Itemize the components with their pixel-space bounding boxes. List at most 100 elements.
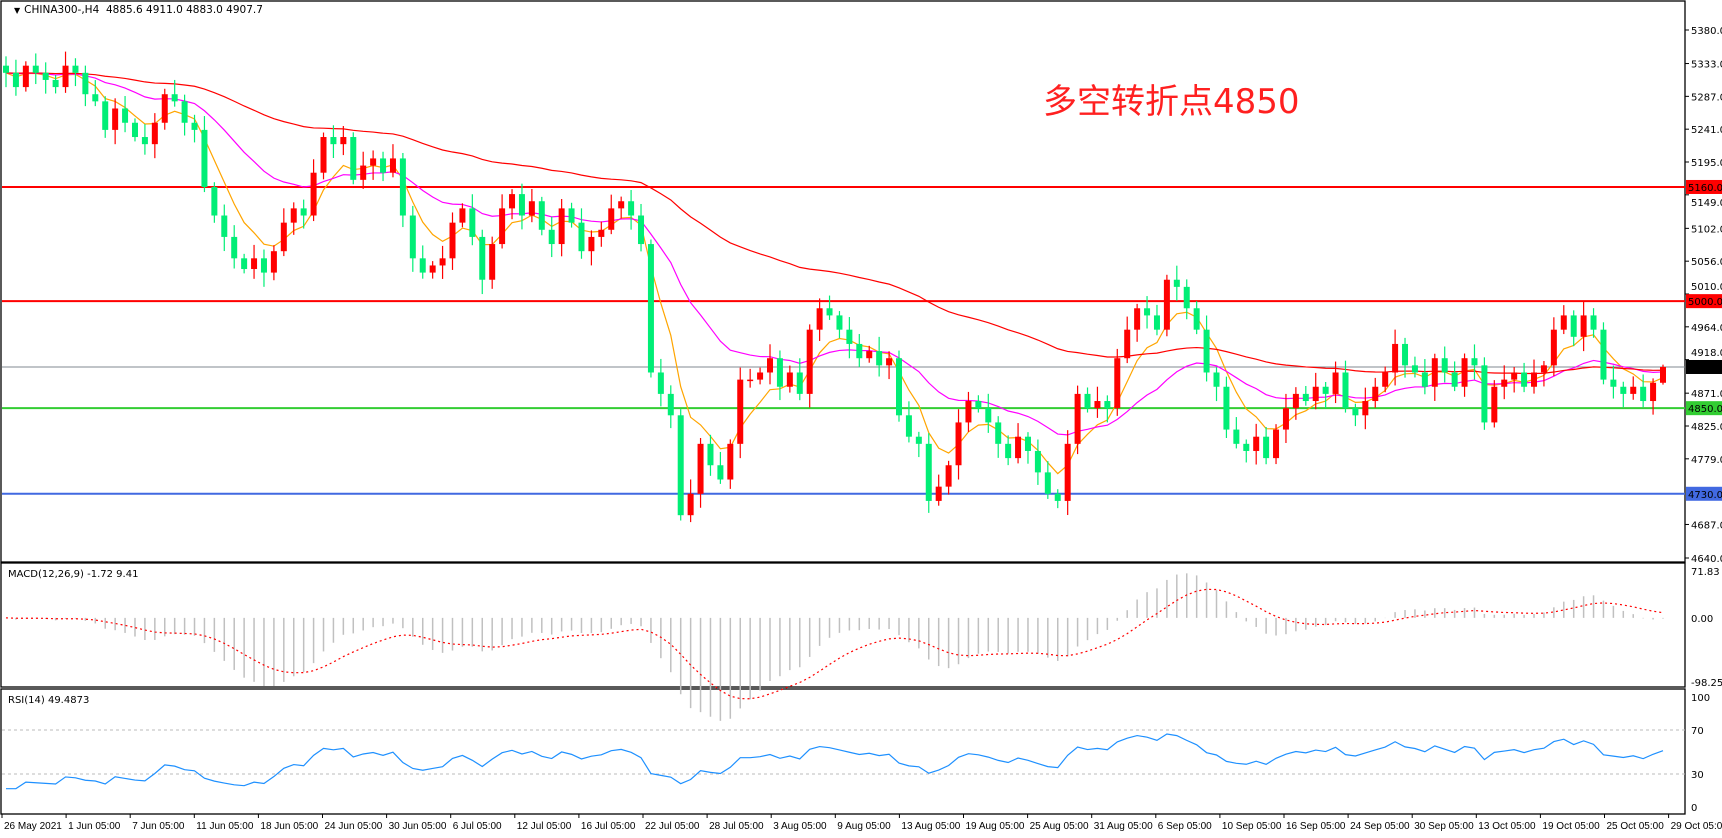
candle-bullish [737, 379, 744, 444]
candle-bearish [1302, 393, 1309, 402]
candle-bullish [1372, 386, 1379, 402]
level-price-label: 5000.0 [1688, 297, 1722, 308]
candle-bullish [1362, 401, 1369, 416]
candle-bearish [82, 72, 89, 95]
candle-bearish [1223, 386, 1230, 430]
price-tick-label: 4779.0 [1691, 455, 1722, 466]
candle-bullish [1253, 436, 1260, 451]
candle-bullish [528, 201, 535, 216]
time-tick-label: 30 Jun 05:00 [389, 821, 447, 832]
triangle-down-icon[interactable]: ▼ [14, 6, 21, 15]
time-tick-label: 10 Sep 05:00 [1222, 821, 1282, 832]
candle-bearish [628, 201, 635, 216]
candle-bullish [866, 351, 873, 359]
time-tick-label: 29 Oct 05:00 [1671, 821, 1722, 832]
candle-bullish [1392, 343, 1399, 373]
price-tick-label: 5241.0 [1691, 125, 1722, 136]
time-tick-label: 25 Aug 05:00 [1030, 821, 1089, 832]
candle-bearish [1024, 436, 1031, 451]
candle-bullish [1461, 358, 1468, 387]
candle-bullish [618, 201, 625, 209]
candle-bearish [985, 408, 992, 423]
candle-bullish [1531, 372, 1538, 387]
time-tick-label: 25 Oct 05:00 [1607, 821, 1665, 832]
candle-bearish [846, 329, 853, 344]
candle-bullish [1114, 358, 1121, 409]
candle-bullish [816, 308, 823, 330]
candle-bullish [429, 265, 436, 273]
candle-bearish [796, 372, 803, 394]
candle-bearish [92, 94, 99, 102]
candle-bullish [439, 258, 446, 266]
candle-bearish [330, 137, 337, 145]
candle-bullish [1630, 386, 1637, 394]
level-price-tag [1686, 401, 1722, 416]
candle-bullish [588, 236, 595, 252]
candle-bearish [32, 65, 39, 73]
price-tick-label: 5102.0 [1691, 224, 1722, 235]
chart-title: ▼ CHINA300-,H4 4885.6 4911.0 4883.0 4907.… [14, 4, 263, 16]
candle-bullish [1660, 366, 1666, 383]
time-tick-label: 9 Aug 05:00 [837, 821, 891, 832]
price-tick-label: 5149.0 [1691, 198, 1722, 209]
candle-bearish [1421, 372, 1428, 387]
candle-bullish [449, 222, 456, 259]
candle-bullish [727, 443, 734, 480]
candle-bearish [538, 201, 545, 230]
candle-bearish [925, 443, 932, 501]
candle-bullish [360, 165, 367, 180]
candle-bullish [112, 108, 119, 130]
candle-bullish [1501, 379, 1508, 387]
candle-bullish [747, 379, 754, 382]
candle-bearish [1322, 386, 1329, 394]
time-tick-label: 7 Jun 05:00 [132, 821, 185, 832]
candle-bearish [518, 194, 525, 216]
time-tick-label: 16 Sep 05:00 [1286, 821, 1346, 832]
candle-bullish [1491, 386, 1498, 423]
time-tick-label: 1 Jun 05:00 [68, 821, 121, 832]
candle-bullish [290, 208, 297, 223]
candle-bullish [509, 194, 516, 209]
candle-bearish [638, 215, 645, 245]
candle-bullish [1094, 401, 1101, 409]
candle-bearish [201, 129, 208, 187]
rsi-tick-label: 30 [1691, 770, 1704, 781]
candle-bearish [1034, 450, 1041, 473]
candle-bearish [1620, 386, 1627, 394]
candle-bearish [231, 236, 238, 259]
price-tick-label: 5056.0 [1691, 257, 1722, 268]
candle-bullish [1074, 393, 1081, 444]
candle-bearish [647, 244, 654, 373]
time-tick-label: 24 Sep 05:00 [1350, 821, 1410, 832]
price-tick-label: 4825.0 [1691, 422, 1722, 433]
candle-bearish [3, 65, 9, 73]
panel-frame [0, 0, 1686, 563]
candle-bearish [657, 372, 664, 394]
candle-bearish [1173, 279, 1180, 287]
candle-bullish [935, 486, 942, 501]
candle-bearish [1084, 393, 1091, 409]
candle-bullish [280, 222, 287, 252]
time-tick-label: 13 Aug 05:00 [901, 821, 960, 832]
panel-frames [0, 0, 1686, 815]
panel-frame [0, 562, 1686, 688]
candle-bearish [479, 236, 486, 280]
horizontal-levels[interactable] [2, 185, 1685, 495]
candle-bullish [786, 372, 793, 387]
candle-bearish [1610, 379, 1617, 387]
candle-bullish [1282, 408, 1289, 430]
candle-bullish [1312, 386, 1319, 402]
price-tick-label: 4918.0 [1691, 348, 1722, 359]
candle-bearish [1044, 472, 1051, 494]
symbol-label: CHINA300-,H4 [24, 4, 100, 16]
candle-bullish [1580, 315, 1587, 337]
price-tick-label: 4687.0 [1691, 520, 1722, 531]
candle-bearish [1471, 358, 1478, 366]
time-tick-label: 22 Jul 05:00 [645, 821, 700, 832]
candle-bullish [1163, 279, 1170, 330]
panel-frame [0, 688, 1686, 815]
rsi-tick-label: 70 [1691, 726, 1704, 737]
price-tick-label: 5010.0 [1691, 282, 1722, 293]
candle-bearish [191, 122, 198, 130]
